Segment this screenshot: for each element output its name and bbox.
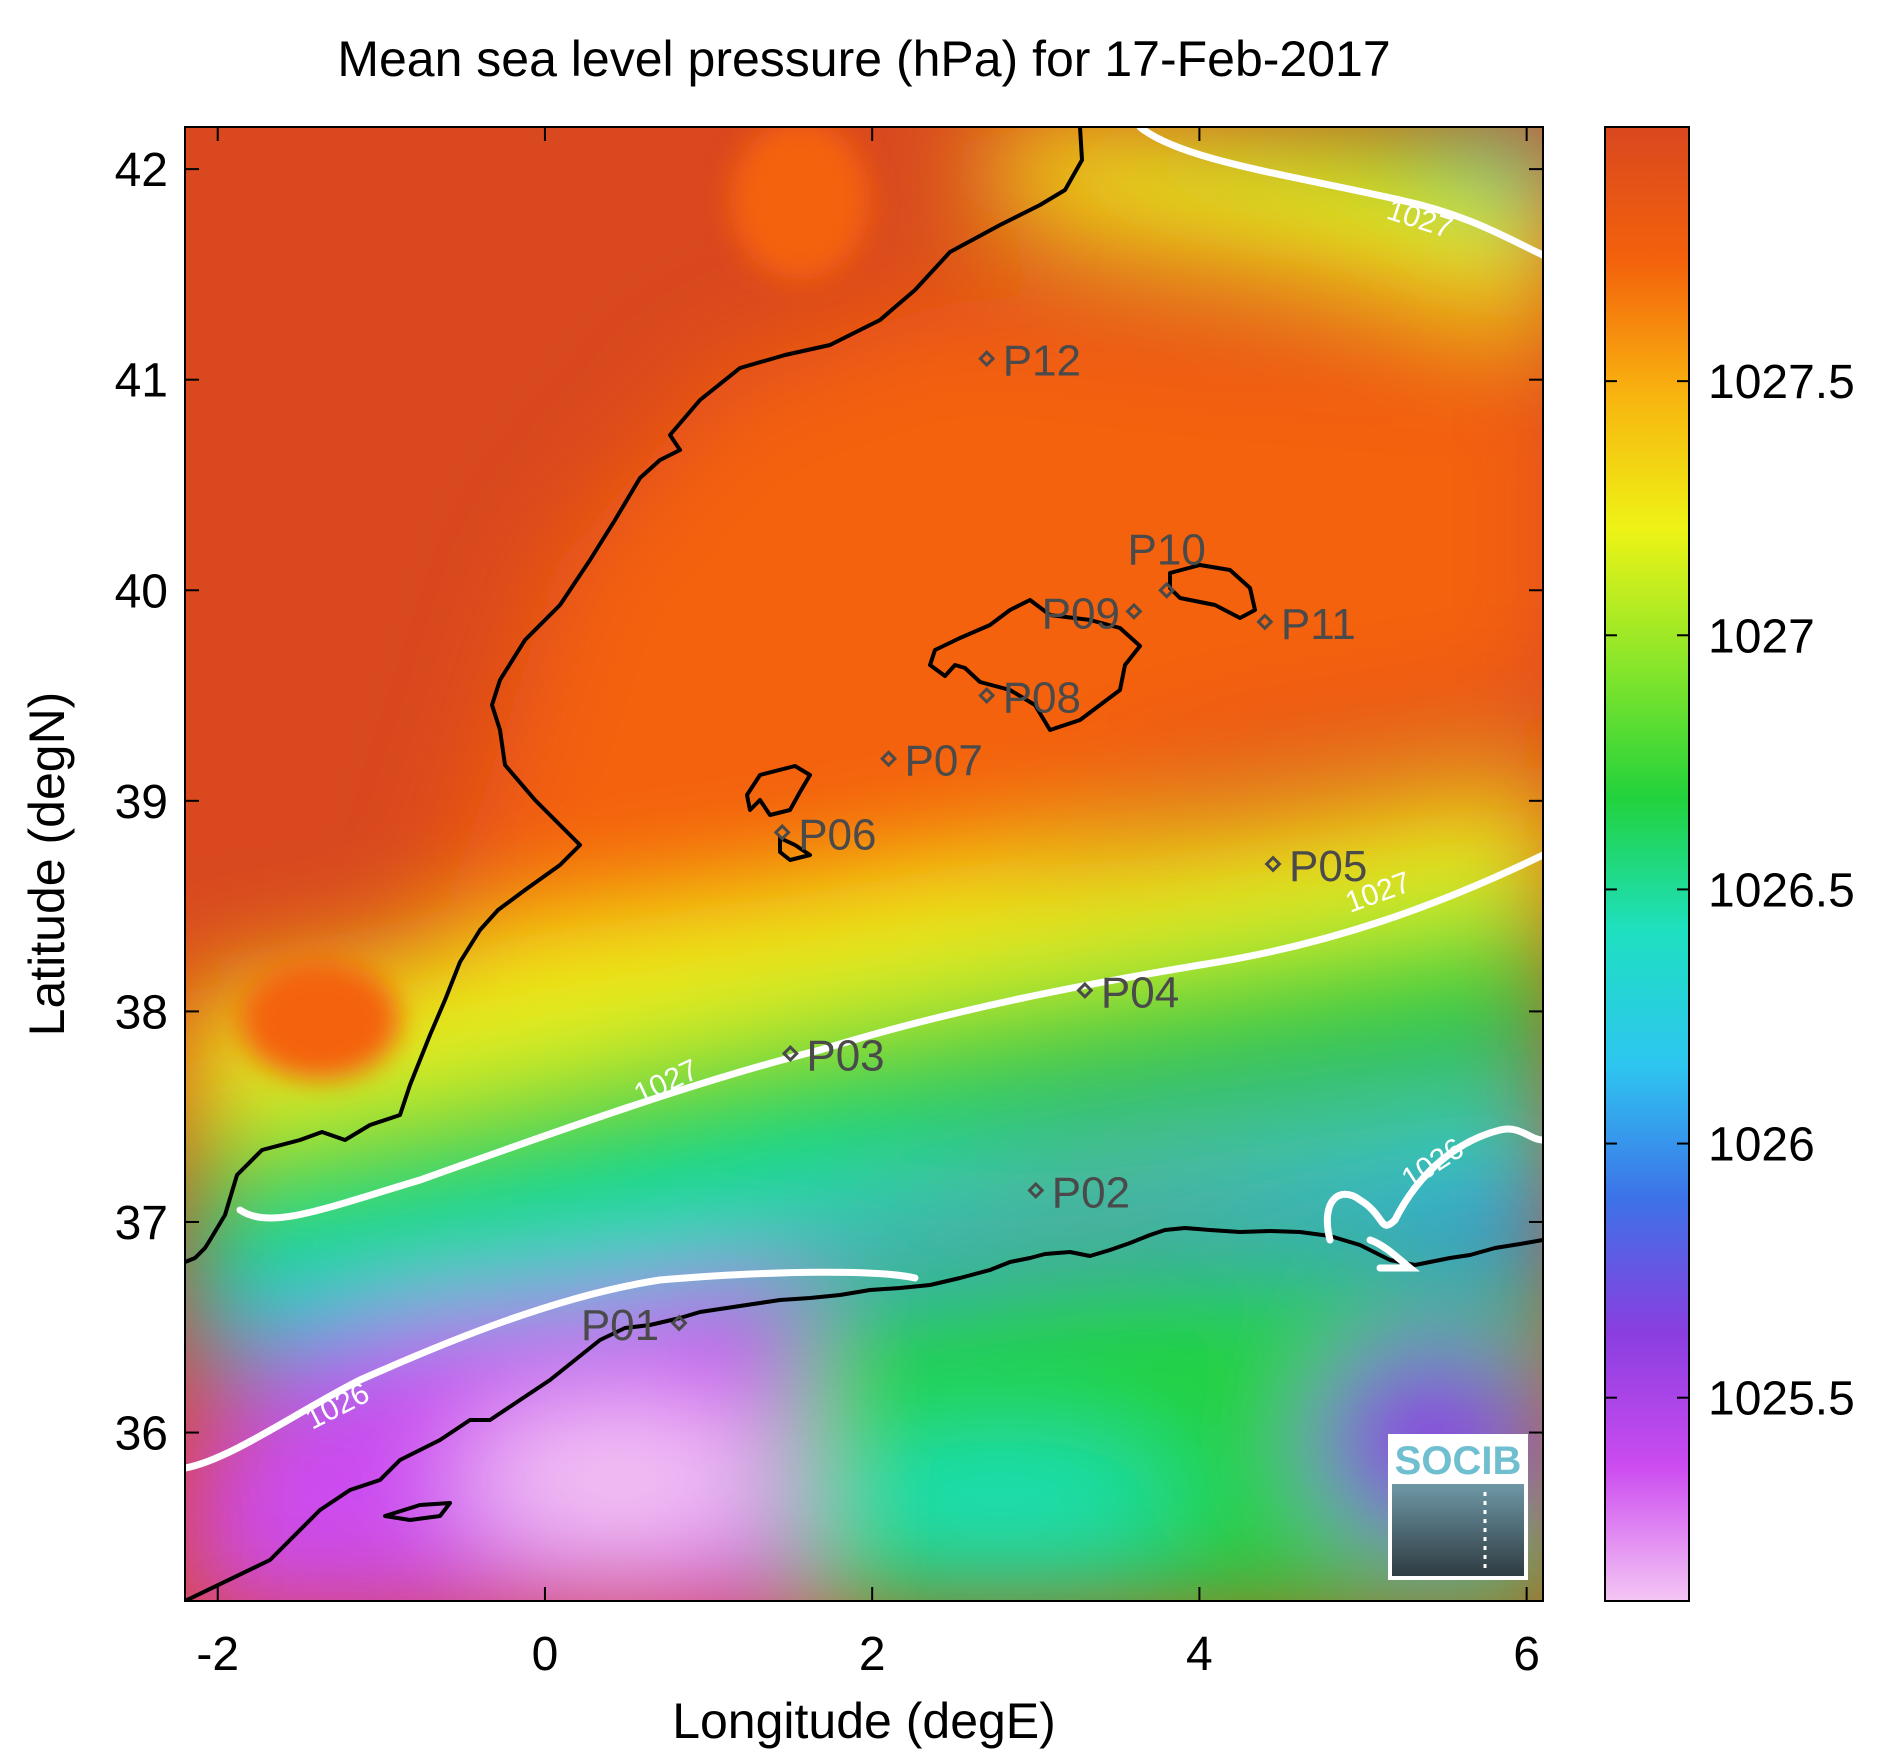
station-p02: P02 bbox=[1027, 1168, 1130, 1217]
x-tick-label: 6 bbox=[1513, 1628, 1540, 1681]
station-p03: P03 bbox=[781, 1032, 885, 1081]
station-label: P11 bbox=[1281, 600, 1356, 649]
station-label: P04 bbox=[1101, 968, 1179, 1017]
station-label: P09 bbox=[1042, 589, 1120, 638]
colorbar-tick-label: 1025.5 bbox=[1708, 1373, 1855, 1426]
alboran-island-coastline bbox=[383, 1501, 452, 1522]
x-axis-ticks: -2 0 2 4 6 bbox=[196, 127, 1540, 1681]
formentera-coastline bbox=[778, 836, 812, 862]
y-tick-label: 38 bbox=[115, 986, 168, 1039]
x-axis-label: Longitude (degE) bbox=[672, 1693, 1056, 1749]
socib-logo: SOCIB bbox=[1388, 1434, 1528, 1580]
station-p01: P01 bbox=[581, 1301, 688, 1350]
plot-area: 1027 1027 1027 1026 1026 P01P02P03P04P05… bbox=[185, 127, 1543, 1601]
station-label: P05 bbox=[1289, 842, 1367, 891]
station-p05: P05 bbox=[1264, 842, 1367, 891]
colorbar-tick-label: 1026 bbox=[1708, 1119, 1815, 1172]
station-marker bbox=[1158, 581, 1176, 599]
station-label: P07 bbox=[905, 737, 983, 786]
station-marker bbox=[1256, 613, 1274, 631]
ibiza-coastline bbox=[745, 764, 812, 817]
station-p09: P09 bbox=[1042, 589, 1143, 638]
africa-coastline bbox=[185, 1226, 1543, 1601]
iberia-coastline bbox=[185, 127, 1084, 1264]
station-marker bbox=[670, 1314, 688, 1332]
plot-frame bbox=[184, 126, 1544, 1602]
y-tick-label: 42 bbox=[115, 144, 168, 197]
station-label: P01 bbox=[581, 1301, 659, 1350]
isobar-1027-north bbox=[1136, 127, 1543, 259]
colorbar-ticks: 1025.5 1026 1026.5 1027 1027.5 bbox=[1605, 356, 1855, 1426]
isobar-1026-loop bbox=[1366, 1236, 1420, 1272]
station-p10: P10 bbox=[1128, 525, 1206, 599]
coastlines bbox=[185, 127, 1543, 1601]
x-tick-label: -2 bbox=[196, 1628, 239, 1681]
station-label: P12 bbox=[1003, 337, 1081, 386]
x-tick-label: 4 bbox=[1186, 1628, 1213, 1681]
menorca-coastline bbox=[1168, 563, 1257, 620]
y-tick-label: 36 bbox=[115, 1408, 168, 1461]
station-p11: P11 bbox=[1256, 600, 1356, 649]
station-p12: P12 bbox=[978, 337, 1081, 386]
station-marker bbox=[1076, 981, 1094, 999]
station-marker bbox=[1264, 855, 1282, 873]
station-marker bbox=[978, 350, 996, 368]
isobar-contours bbox=[185, 127, 1543, 1472]
station-marker bbox=[978, 687, 996, 705]
y-tick-label: 41 bbox=[115, 355, 168, 408]
station-label: P06 bbox=[798, 810, 876, 859]
y-tick-label: 37 bbox=[115, 1197, 168, 1250]
y-tick-label: 40 bbox=[115, 565, 168, 618]
station-p07: P07 bbox=[880, 737, 983, 786]
station-p08: P08 bbox=[978, 674, 1081, 723]
isobar-1026-west bbox=[185, 1268, 919, 1472]
isobar-1026-east bbox=[1323, 1125, 1543, 1244]
mallorca-coastline bbox=[928, 598, 1142, 732]
colorbar bbox=[1604, 126, 1690, 1602]
chart-title: Mean sea level pressure (hPa) for 17-Feb… bbox=[337, 31, 1390, 87]
station-marker bbox=[773, 823, 791, 841]
y-tick-label: 39 bbox=[115, 776, 168, 829]
colorbar-tick-label: 1027 bbox=[1708, 610, 1815, 663]
station-label: P08 bbox=[1003, 674, 1081, 723]
station-marker bbox=[1125, 602, 1143, 620]
logo-text: SOCIB bbox=[1395, 1439, 1522, 1483]
colorbar-tick-label: 1026.5 bbox=[1708, 864, 1855, 917]
station-label: P03 bbox=[806, 1032, 884, 1081]
y-axis-ticks: 36 37 38 39 40 41 42 bbox=[115, 144, 1543, 1461]
station-p06: P06 bbox=[773, 810, 876, 859]
isobar-1027-south bbox=[236, 851, 1543, 1222]
station-p04: P04 bbox=[1076, 968, 1179, 1017]
station-marker bbox=[781, 1045, 799, 1062]
station-label: P10 bbox=[1128, 525, 1206, 574]
x-tick-label: 0 bbox=[532, 1628, 559, 1681]
x-tick-label: 2 bbox=[859, 1628, 886, 1681]
colorbar-tick-label: 1027.5 bbox=[1708, 356, 1855, 409]
station-label: P02 bbox=[1052, 1168, 1130, 1217]
y-axis-label: Latitude (degN) bbox=[19, 692, 75, 1037]
station-marker bbox=[1027, 1181, 1045, 1199]
station-marker bbox=[880, 750, 898, 768]
